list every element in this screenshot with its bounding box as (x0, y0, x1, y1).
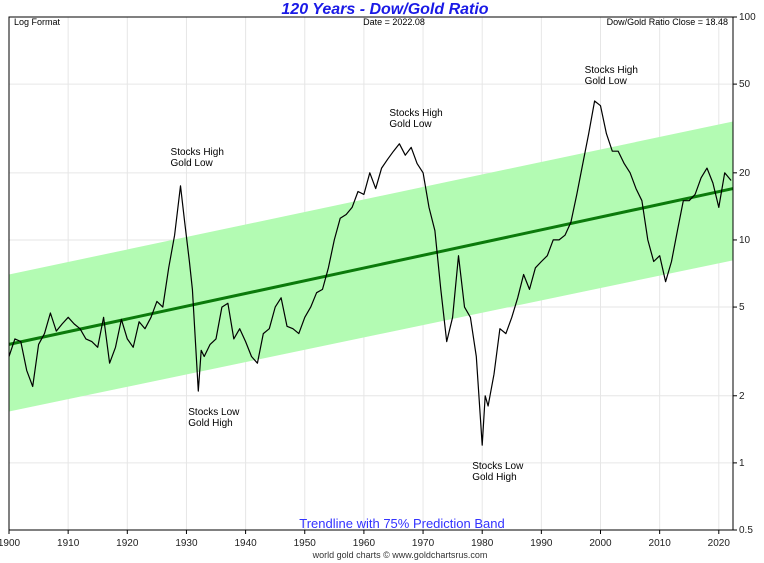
annotation-label: Stocks High (585, 65, 638, 76)
y-tick-label: 50 (739, 79, 751, 90)
header-center: Date = 2022.08 (363, 17, 425, 27)
x-tick-label: 1930 (175, 538, 198, 549)
annotation-label: Stocks High (389, 108, 442, 119)
chart-title: 120 Years - Dow/Gold Ratio (281, 1, 488, 18)
ratio-series (8, 100, 732, 446)
trendline-line (8, 187, 734, 346)
y-tick-label: 10 (739, 235, 751, 246)
chart-subtitle: Trendline with 75% Prediction Band (299, 516, 504, 531)
annotation-label: Gold Low (585, 76, 628, 87)
y-tick-label: 1 (739, 458, 745, 469)
x-tick-label: 1990 (530, 538, 553, 549)
x-axis-ticks: 1900 1910 1920 1930 1940 1950 1960 1970 1980 1990… (0, 530, 730, 549)
y-tick-label: 5 (739, 302, 745, 313)
x-tick-label: 1970 (412, 538, 435, 549)
series-line (8, 100, 732, 446)
x-tick-label: 1910 (57, 538, 80, 549)
plot-frame (8, 16, 734, 531)
y-tick-label: 20 (739, 168, 751, 179)
x-tick-label: 1940 (234, 538, 257, 549)
x-tick-label: 2020 (708, 538, 731, 549)
annotation-label: Stocks Low (472, 461, 524, 472)
x-tick-label: 2010 (649, 538, 672, 549)
annotation-label: Stocks Low (188, 407, 240, 418)
annotation-label: Gold Low (389, 119, 432, 130)
annotation-label: Stocks High (171, 147, 224, 158)
x-tick-label: 2000 (589, 538, 612, 549)
trendline (8, 187, 734, 346)
y-tick-label: 100 (739, 12, 756, 23)
x-tick-label: 1920 (116, 538, 139, 549)
annotation-label: Gold Low (171, 158, 214, 169)
x-tick-label: 1900 (0, 538, 21, 549)
header-left: Log Format (14, 17, 61, 27)
y-axis-ticks: 100 50 20 10 5 2 1 0.5 (733, 12, 756, 536)
header-right: Dow/Gold Ratio Close = 18.48 (607, 17, 728, 27)
y-tick-label: 2 (739, 391, 745, 402)
chart-footer: world gold charts © www.goldchartsrus.co… (312, 550, 488, 560)
x-tick-label: 1980 (471, 538, 494, 549)
annotation-label: Gold High (472, 472, 516, 483)
x-tick-label: 1960 (353, 538, 376, 549)
x-tick-label: 1950 (294, 538, 317, 549)
annotation-label: Gold High (188, 418, 232, 429)
y-tick-label: 0.5 (739, 525, 753, 536)
